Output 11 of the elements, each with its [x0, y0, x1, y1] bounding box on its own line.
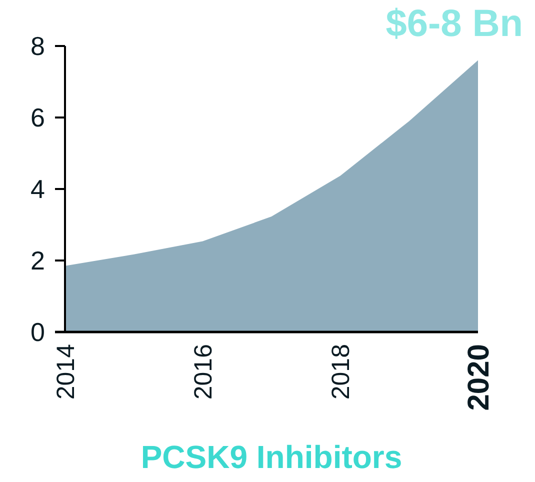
chart-title: $6-8 Bn — [386, 3, 523, 45]
x-tick-label: 2014 — [52, 344, 80, 400]
y-tick-label: 2 — [30, 246, 45, 276]
x-tick-label: 2016 — [189, 344, 218, 400]
y-tick-label: 0 — [30, 317, 45, 348]
y-tick-label: 8 — [30, 31, 45, 62]
x-tick-label: 2020 — [462, 344, 496, 411]
text: PCSK9 Inhibitors — [140, 439, 402, 475]
x-tick-label: 2018 — [327, 344, 356, 400]
y-tick-label: 4 — [30, 174, 45, 204]
y-tick-label: 6 — [30, 102, 45, 133]
